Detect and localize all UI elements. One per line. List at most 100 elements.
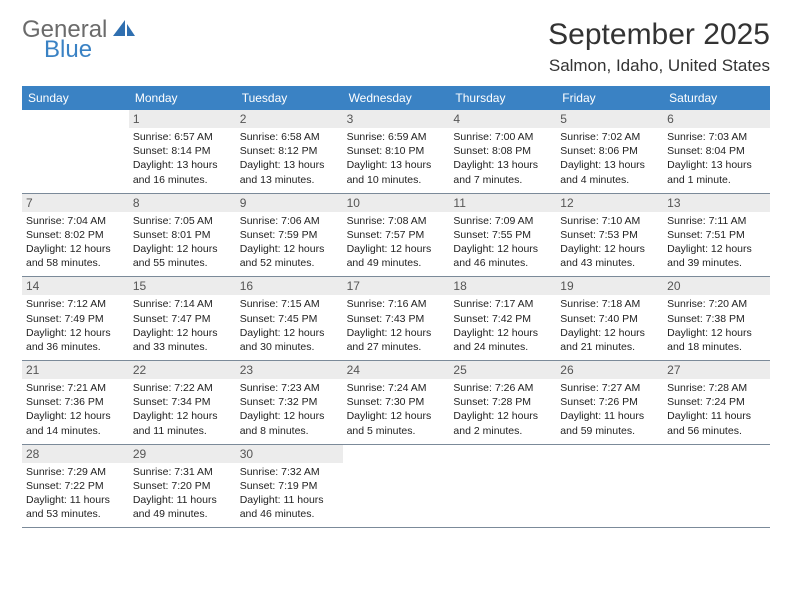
daylight-text: Daylight: 12 hours and 5 minutes. [347, 409, 446, 437]
day-cell: 1Sunrise: 6:57 AMSunset: 8:14 PMDaylight… [129, 110, 236, 193]
daylight-text: Daylight: 12 hours and 21 minutes. [560, 326, 659, 354]
weekday-tuesday: Tuesday [236, 86, 343, 110]
sunrise-text: Sunrise: 7:20 AM [667, 297, 766, 311]
sunset-text: Sunset: 7:42 PM [453, 312, 552, 326]
sunrise-text: Sunrise: 7:11 AM [667, 214, 766, 228]
day-cell: 7Sunrise: 7:04 AMSunset: 8:02 PMDaylight… [22, 194, 129, 277]
day-cell: 14Sunrise: 7:12 AMSunset: 7:49 PMDayligh… [22, 277, 129, 360]
daylight-text: Daylight: 13 hours and 4 minutes. [560, 158, 659, 186]
sunset-text: Sunset: 8:12 PM [240, 144, 339, 158]
sunrise-text: Sunrise: 7:02 AM [560, 130, 659, 144]
weekday-monday: Monday [129, 86, 236, 110]
sunset-text: Sunset: 7:51 PM [667, 228, 766, 242]
day-number: 30 [236, 445, 343, 463]
sunrise-text: Sunrise: 7:15 AM [240, 297, 339, 311]
daylight-text: Daylight: 13 hours and 10 minutes. [347, 158, 446, 186]
sunrise-text: Sunrise: 7:06 AM [240, 214, 339, 228]
weekday-wednesday: Wednesday [343, 86, 450, 110]
logo-text-blue: Blue [44, 38, 92, 62]
day-number: 24 [343, 361, 450, 379]
location: Salmon, Idaho, United States [548, 56, 770, 76]
day-cell: 2Sunrise: 6:58 AMSunset: 8:12 PMDaylight… [236, 110, 343, 193]
sunset-text: Sunset: 7:38 PM [667, 312, 766, 326]
day-cell: 13Sunrise: 7:11 AMSunset: 7:51 PMDayligh… [663, 194, 770, 277]
brand-logo: General Blue [22, 18, 137, 62]
daylight-text: Daylight: 11 hours and 53 minutes. [26, 493, 125, 521]
sunrise-text: Sunrise: 7:05 AM [133, 214, 232, 228]
day-number: 3 [343, 110, 450, 128]
day-cell: 28Sunrise: 7:29 AMSunset: 7:22 PMDayligh… [22, 445, 129, 528]
day-number: 6 [663, 110, 770, 128]
sunrise-text: Sunrise: 7:14 AM [133, 297, 232, 311]
sunrise-text: Sunrise: 7:24 AM [347, 381, 446, 395]
daylight-text: Daylight: 12 hours and 39 minutes. [667, 242, 766, 270]
day-number: 26 [556, 361, 663, 379]
day-cell: 18Sunrise: 7:17 AMSunset: 7:42 PMDayligh… [449, 277, 556, 360]
daylight-text: Daylight: 12 hours and 36 minutes. [26, 326, 125, 354]
sail-icon [111, 18, 137, 42]
day-number: 7 [22, 194, 129, 212]
day-cell: 15 Sunrise: 7:14 AMSunset: 7:47 PMDayligh… [129, 277, 236, 360]
day-cell: 6Sunrise: 7:03 AMSunset: 8:04 PMDaylight… [663, 110, 770, 193]
sunset-text: Sunset: 8:14 PM [133, 144, 232, 158]
calendar: Sunday Monday Tuesday Wednesday Thursday… [22, 86, 770, 528]
sunset-text: Sunset: 7:40 PM [560, 312, 659, 326]
day-cell: 25Sunrise: 7:26 AMSunset: 7:28 PMDayligh… [449, 361, 556, 444]
day-cell: 4Sunrise: 7:00 AMSunset: 8:08 PMDaylight… [449, 110, 556, 193]
sunrise-text: Sunrise: 7:31 AM [133, 465, 232, 479]
day-number: 27 [663, 361, 770, 379]
daylight-text: Daylight: 12 hours and 18 minutes. [667, 326, 766, 354]
sunrise-text: Sunrise: 7:10 AM [560, 214, 659, 228]
day-cell: 21Sunrise: 7:21 AMSunset: 7:36 PMDayligh… [22, 361, 129, 444]
sunset-text: Sunset: 8:10 PM [347, 144, 446, 158]
sunset-text: Sunset: 7:47 PM [133, 312, 232, 326]
sunrise-text: Sunrise: 7:21 AM [26, 381, 125, 395]
daylight-text: Daylight: 11 hours and 59 minutes. [560, 409, 659, 437]
weekday-header-row: Sunday Monday Tuesday Wednesday Thursday… [22, 86, 770, 110]
daylight-text: Daylight: 12 hours and 33 minutes. [133, 326, 232, 354]
day-cell: 16Sunrise: 7:15 AMSunset: 7:45 PMDayligh… [236, 277, 343, 360]
sunrise-text: Sunrise: 7:03 AM [667, 130, 766, 144]
daylight-text: Daylight: 12 hours and 30 minutes. [240, 326, 339, 354]
month-title: September 2025 [548, 18, 770, 52]
day-number: 16 [236, 277, 343, 295]
sunrise-text: Sunrise: 6:59 AM [347, 130, 446, 144]
sunrise-text: Sunrise: 7:00 AM [453, 130, 552, 144]
title-block: September 2025 Salmon, Idaho, United Sta… [548, 18, 770, 76]
daylight-text: Daylight: 12 hours and 2 minutes. [453, 409, 552, 437]
day-number: 15 [129, 277, 236, 295]
day-cell: 11Sunrise: 7:09 AMSunset: 7:55 PMDayligh… [449, 194, 556, 277]
sunrise-text: Sunrise: 7:04 AM [26, 214, 125, 228]
day-number: 19 [556, 277, 663, 295]
sunset-text: Sunset: 7:57 PM [347, 228, 446, 242]
sunrise-text: Sunrise: 7:12 AM [26, 297, 125, 311]
day-cell: 12Sunrise: 7:10 AMSunset: 7:53 PMDayligh… [556, 194, 663, 277]
week-row: 21Sunrise: 7:21 AMSunset: 7:36 PMDayligh… [22, 361, 770, 445]
day-number: 11 [449, 194, 556, 212]
sunrise-text: Sunrise: 7:17 AM [453, 297, 552, 311]
day-number-empty [449, 445, 556, 461]
sunrise-text: Sunrise: 7:29 AM [26, 465, 125, 479]
sunrise-text: Sunrise: 7:22 AM [133, 381, 232, 395]
weekday-friday: Friday [556, 86, 663, 110]
daylight-text: Daylight: 13 hours and 7 minutes. [453, 158, 552, 186]
day-number: 22 [129, 361, 236, 379]
day-number: 18 [449, 277, 556, 295]
header: General Blue September 2025 Salmon, Idah… [22, 18, 770, 76]
sunrise-text: Sunrise: 7:18 AM [560, 297, 659, 311]
day-number: 20 [663, 277, 770, 295]
sunrise-text: Sunrise: 7:28 AM [667, 381, 766, 395]
day-number: 12 [556, 194, 663, 212]
day-cell: 10Sunrise: 7:08 AMSunset: 7:57 PMDayligh… [343, 194, 450, 277]
day-number: 28 [22, 445, 129, 463]
sunset-text: Sunset: 7:32 PM [240, 395, 339, 409]
sunrise-text: Sunrise: 7:23 AM [240, 381, 339, 395]
daylight-text: Daylight: 11 hours and 49 minutes. [133, 493, 232, 521]
day-cell [663, 445, 770, 528]
day-number: 8 [129, 194, 236, 212]
daylight-text: Daylight: 11 hours and 56 minutes. [667, 409, 766, 437]
sunset-text: Sunset: 7:53 PM [560, 228, 659, 242]
sunset-text: Sunset: 8:06 PM [560, 144, 659, 158]
day-cell [343, 445, 450, 528]
day-number: 25 [449, 361, 556, 379]
